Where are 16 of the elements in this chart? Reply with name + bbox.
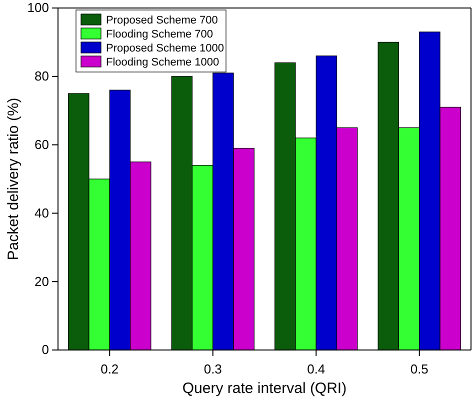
x-tick-label: 0.5 <box>410 361 428 376</box>
y-tick-label: 60 <box>34 136 49 152</box>
legend-label: Proposed Scheme 1000 <box>106 42 224 54</box>
y-tick-label: 80 <box>34 68 49 84</box>
y-tick-label: 0 <box>42 342 49 358</box>
y-tick-label: 20 <box>34 274 49 289</box>
x-tick-label: 0.2 <box>100 361 119 376</box>
y-axis-title: Packet delivery ratio (%) <box>5 98 22 260</box>
x-tick-label: 0.4 <box>307 361 326 376</box>
x-tick-label: 0.3 <box>204 361 222 376</box>
legend-label: Flooding Scheme 1000 <box>106 56 220 68</box>
legend-label: Proposed Scheme 700 <box>106 14 218 26</box>
x-axis-title: Query rate interval (QRI) <box>182 380 347 397</box>
y-tick-label: 100 <box>27 0 49 16</box>
legend-label: Flooding Scheme 700 <box>106 28 214 40</box>
y-tick-label: 40 <box>34 205 49 220</box>
